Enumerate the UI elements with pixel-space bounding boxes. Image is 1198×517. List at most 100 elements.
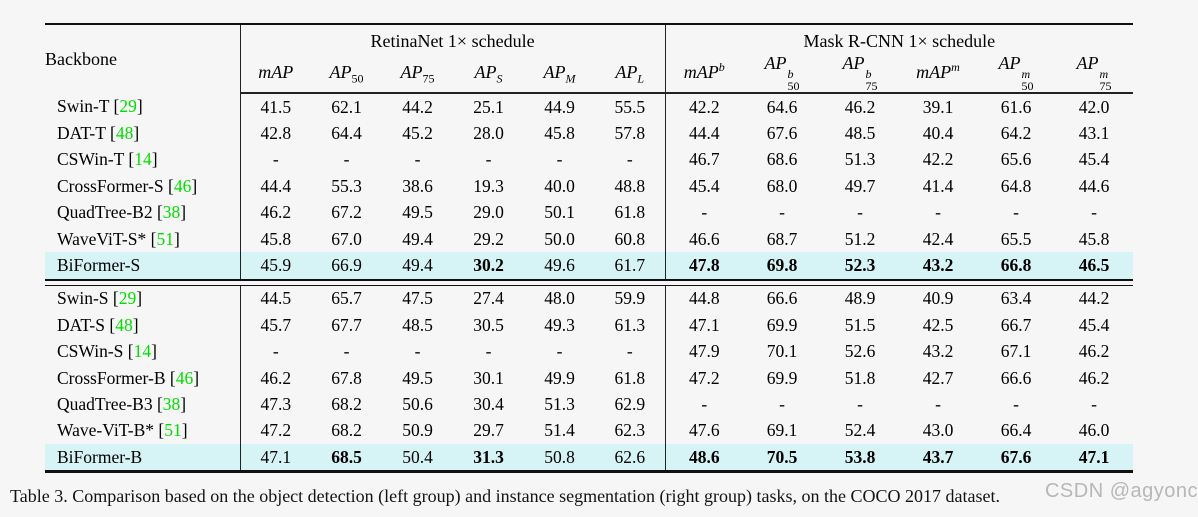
metric-cell: 64.8	[1000, 175, 1032, 196]
group-title-mask-rcnn: Mask R-CNN 1× schedule	[664, 24, 1134, 52]
backbone-name: QuadTree-B2 [38]	[57, 202, 187, 223]
metric-cell: 47.9	[664, 338, 744, 365]
metric-cell: 61.7	[595, 252, 666, 280]
backbone-name: WaveViT-S* [51]	[57, 228, 180, 249]
metric-cell: -	[664, 199, 744, 226]
metric-cell: 69.8	[743, 252, 822, 280]
metric-cell: 60.8	[614, 228, 646, 249]
metric-cell: 44.4	[239, 173, 311, 200]
metric-cell: 51.8	[844, 367, 876, 388]
metric-cell: 45.7	[239, 312, 311, 339]
metric-cell: -	[626, 149, 633, 170]
metric-cell: 48.8	[614, 175, 646, 196]
metric-header-row: mAP AP50 AP75 APS APM APL mAPb AP b 50 AP b 75 mAPm AP…	[45, 52, 1134, 94]
metric-cell: 42.4	[922, 228, 954, 249]
backbone-name: Swin-T [29]	[57, 96, 143, 117]
metric-cell: 49.4	[402, 228, 433, 249]
backbone-name: CrossFormer-B [46]	[57, 367, 200, 388]
metric-cell: 68.5	[311, 444, 382, 472]
metric-cell: -	[626, 341, 633, 362]
metric-cell: 42.2	[922, 149, 954, 170]
metric-column-header: AP75	[382, 52, 453, 94]
backbone-name: CSWin-S [14]	[57, 341, 157, 362]
metric-cell: 52.6	[844, 341, 876, 362]
metric-cell: 48.0	[544, 288, 575, 309]
metric-cell: 47.1	[1055, 444, 1134, 472]
metric-cell: 46.2	[239, 364, 311, 392]
metric-cell: -	[664, 391, 744, 418]
metric-column-header: mAPm	[899, 52, 978, 94]
metric-cell: 59.9	[614, 288, 646, 309]
metric-cell: -	[779, 393, 785, 414]
metric-cell: 66.6	[1000, 367, 1032, 388]
metric-cell: 65.7	[331, 288, 362, 309]
backbone-column-header: Backbone	[45, 48, 117, 69]
metric-column-header: AP m 50	[977, 52, 1056, 94]
metric-column-header: mAPb	[664, 52, 744, 94]
metric-cell: 45.4	[664, 173, 744, 200]
metric-cell: 29.7	[473, 420, 504, 441]
metric-column-header: AP b 75	[821, 52, 900, 94]
table-row: CrossFormer-B [46] 46.2 67.8 49.5 30.1 49.9 61…	[45, 364, 1133, 392]
metric-cell: 43.2	[922, 341, 954, 362]
metric-cell: 65.5	[1000, 228, 1032, 249]
table-row: CSWin-T [14] - - - - - - 46.7 68.6 51.3 42.2 65.6 45…	[45, 146, 1133, 174]
metric-cell: 49.6	[524, 252, 595, 280]
citation-number: 29	[118, 288, 137, 309]
metric-cell: 67.8	[331, 367, 362, 388]
table-row: CrossFormer-S [46] 44.4 55.3 38.6 19.3 40.0 48…	[45, 173, 1133, 200]
metric-cell: 43.0	[922, 420, 954, 441]
metric-cell: -	[485, 149, 492, 170]
metric-cell: 69.9	[766, 314, 798, 335]
metric-cell: 45.8	[1078, 228, 1110, 249]
metric-cell: 45.8	[544, 123, 575, 144]
metric-cell: 65.6	[1000, 149, 1032, 170]
citation-number: 48	[115, 123, 134, 144]
metric-cell: 38.6	[402, 175, 433, 196]
metric-cell: 50.9	[402, 420, 433, 441]
metric-cell: 63.4	[1000, 288, 1032, 309]
metric-cell: 70.1	[766, 341, 798, 362]
metric-cell: 42.8	[239, 120, 311, 147]
metric-cell: -	[556, 149, 563, 170]
metric-cell: 55.3	[331, 175, 362, 196]
metric-column-header: APL	[595, 52, 666, 94]
metric-cell: 66.8	[977, 252, 1056, 280]
metric-column-header: mAP	[239, 52, 311, 94]
metric-cell: 49.5	[402, 367, 433, 388]
metric-cell: 30.5	[473, 314, 504, 335]
metric-cell: 47.2	[664, 364, 744, 392]
metric-cell: 49.9	[544, 367, 575, 388]
backbone-name: DAT-T [48]	[57, 123, 140, 144]
metric-cell: 47.3	[239, 391, 311, 418]
metric-column-header: AP m 75	[1055, 52, 1134, 94]
metric-cell: -	[779, 202, 785, 223]
metric-cell: -	[857, 393, 863, 414]
group-header-row: Backbone RetinaNet 1× schedule Mask R-CN…	[45, 24, 1134, 69]
metric-cell: 64.6	[766, 96, 798, 117]
table-row: QuadTree-B3 [38] 47.3 68.2 50.6 30.4 51.3 62.9…	[45, 391, 1133, 418]
metric-cell: 64.2	[1000, 123, 1032, 144]
metric-cell: -	[239, 146, 311, 174]
metric-cell: 55.5	[614, 96, 646, 117]
metric-cell: 47.1	[664, 312, 744, 339]
table-row: Swin-T [29] 41.5 62.1 44.2 25.1 44.9 55.5 42.2 6…	[45, 93, 1133, 121]
metric-cell: 61.8	[614, 202, 646, 223]
metric-cell: -	[343, 149, 350, 170]
table-row: Swin-S [29] 44.5 65.7 47.5 27.4 48.0 59.9 44.8 6…	[45, 285, 1133, 313]
backbone-name: DAT-S [48]	[57, 314, 139, 335]
metric-cell: 50.0	[544, 228, 575, 249]
metric-cell: 47.6	[664, 417, 744, 445]
metric-cell: 45.2	[402, 123, 433, 144]
metric-cell: 41.4	[922, 175, 954, 196]
metric-cell: -	[485, 341, 492, 362]
metric-cell: 62.3	[614, 420, 646, 441]
citation-number: 51	[156, 228, 174, 249]
backbone-name: BiFormer-B	[45, 444, 240, 472]
metric-cell: 45.4	[1078, 314, 1110, 335]
watermark: CSDN @agyonc	[1044, 480, 1198, 502]
metric-cell: 47.2	[239, 417, 311, 445]
metric-cell: 57.8	[614, 123, 646, 144]
metric-cell: 70.5	[743, 444, 822, 472]
metric-cell: 44.5	[239, 285, 311, 313]
